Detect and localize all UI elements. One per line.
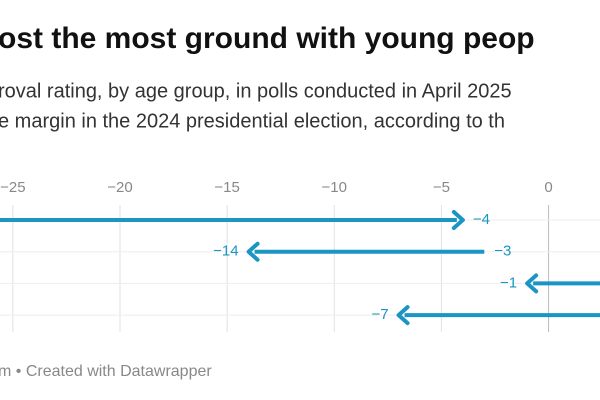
start-label: −3 [494,243,511,260]
x-tick-label: −15 [214,179,239,196]
arrow-head [246,241,260,262]
arrow-head [525,273,539,294]
footer: m • Created with Datawrapper [0,363,212,380]
subtitle: e margin in the 2024 presidential electi… [0,110,505,132]
chart-title: ost the most ground with young peop [0,22,535,55]
x-tick-label: −10 [322,179,347,196]
x-tick-label: −20 [107,179,132,196]
x-tick-label: −25 [0,179,25,196]
end-label: −1 [500,274,517,291]
subtitle: roval rating, by age group, in polls con… [0,80,512,102]
end-label: −7 [371,306,388,323]
arrow-head [396,305,410,326]
end-label: −14 [213,243,238,260]
arrow-head [451,210,465,230]
end-label: −4 [473,211,490,228]
x-tick-label: −5 [433,179,450,196]
x-tick-label: 0 [544,179,552,196]
